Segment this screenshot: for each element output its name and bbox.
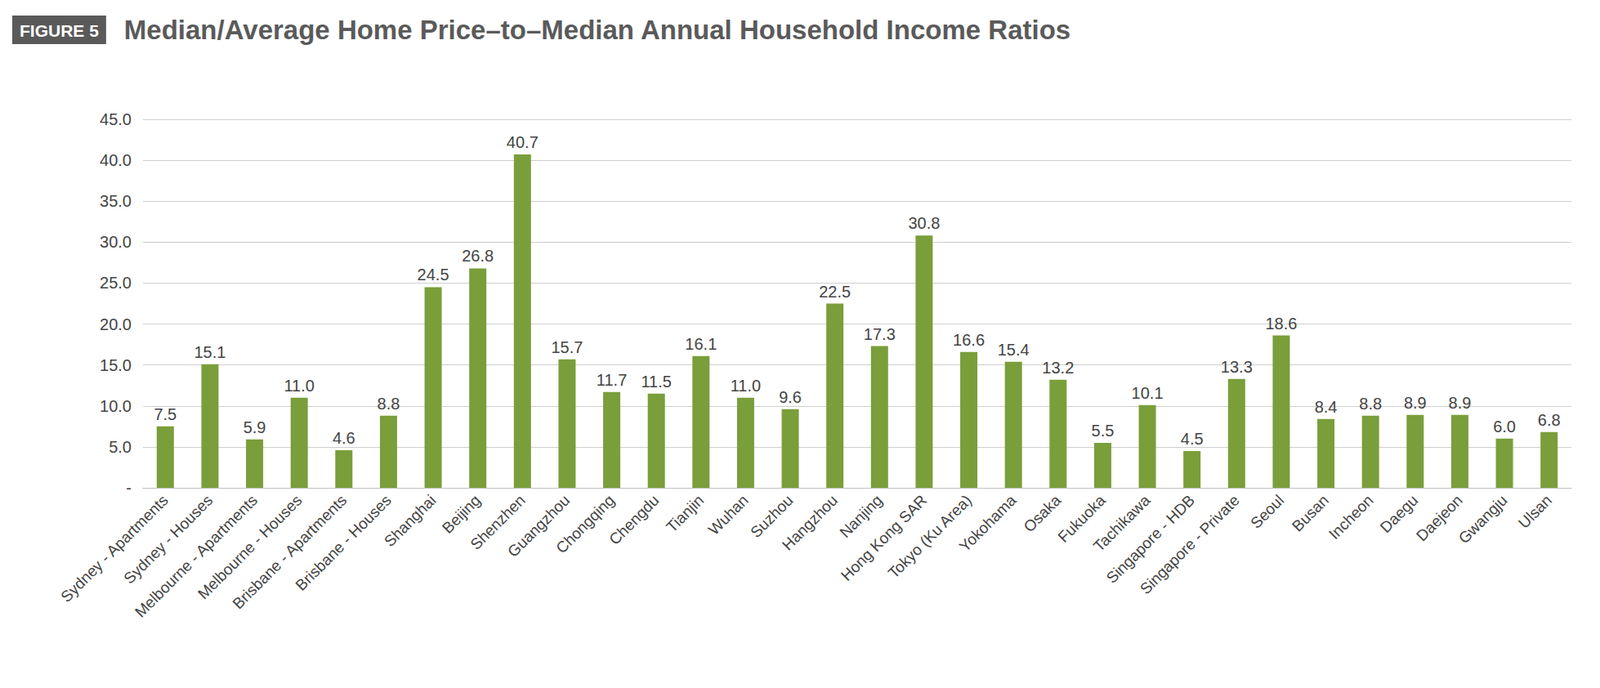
svg-text:Brisbane - Apartments: Brisbane - Apartments xyxy=(229,491,350,613)
svg-text:5.5: 5.5 xyxy=(1091,421,1115,440)
svg-text:10.1: 10.1 xyxy=(1131,384,1164,403)
svg-text:9.6: 9.6 xyxy=(778,388,802,407)
svg-text:Tianjin: Tianjin xyxy=(662,491,707,537)
svg-text:Shanghai: Shanghai xyxy=(380,491,440,551)
svg-text:8.4: 8.4 xyxy=(1314,397,1338,416)
svg-text:4.6: 4.6 xyxy=(332,429,356,447)
svg-text:Melbourne - Houses: Melbourne - Houses xyxy=(194,491,306,603)
svg-text:Guangzhou: Guangzhou xyxy=(504,491,574,561)
svg-text:Singapore - Private: Singapore - Private xyxy=(1136,491,1243,599)
svg-text:Yokohama: Yokohama xyxy=(956,491,1020,555)
svg-text:-: - xyxy=(125,478,132,497)
svg-text:30.0: 30.0 xyxy=(99,232,132,251)
svg-text:8.9: 8.9 xyxy=(1448,393,1472,412)
svg-text:Osaka: Osaka xyxy=(1020,491,1065,536)
svg-text:Melbourne - Apartments: Melbourne - Apartments xyxy=(131,491,261,621)
svg-text:Chengdu: Chengdu xyxy=(605,491,662,549)
svg-text:24.5: 24.5 xyxy=(417,265,450,284)
svg-text:Singapore - HDB: Singapore - HDB xyxy=(1103,491,1199,587)
svg-text:30.8: 30.8 xyxy=(907,214,940,233)
svg-text:17.3: 17.3 xyxy=(863,325,896,344)
svg-text:16.1: 16.1 xyxy=(684,335,717,354)
svg-text:20.0: 20.0 xyxy=(99,315,132,334)
svg-text:Gwangju: Gwangju xyxy=(1455,491,1511,548)
svg-text:18.6: 18.6 xyxy=(1264,314,1297,333)
svg-text:7.5: 7.5 xyxy=(153,405,177,424)
svg-text:10.0: 10.0 xyxy=(99,397,132,416)
svg-text:Daegu: Daegu xyxy=(1376,491,1422,537)
svg-text:15.1: 15.1 xyxy=(193,343,226,362)
svg-text:Tokyo (Ku Area): Tokyo (Ku Area) xyxy=(884,491,975,582)
svg-text:40.7: 40.7 xyxy=(506,133,539,152)
svg-text:Daejeon: Daejeon xyxy=(1412,491,1466,545)
svg-text:13.3: 13.3 xyxy=(1220,357,1253,376)
svg-text:Tachikawa: Tachikawa xyxy=(1090,491,1154,555)
svg-text:Hangzhou: Hangzhou xyxy=(778,491,841,555)
svg-text:FIGURE 5: FIGURE 5 xyxy=(19,21,99,41)
svg-text:Beijing: Beijing xyxy=(438,491,484,537)
svg-text:13.2: 13.2 xyxy=(1041,358,1074,377)
svg-text:11.0: 11.0 xyxy=(730,376,761,395)
svg-text:22.5: 22.5 xyxy=(818,282,851,301)
svg-text:6.0: 6.0 xyxy=(1492,417,1516,436)
svg-text:Seoul: Seoul xyxy=(1246,491,1288,532)
svg-text:Hong Kong SAR: Hong Kong SAR xyxy=(837,491,931,585)
svg-text:11.0: 11.0 xyxy=(283,376,314,395)
svg-text:Brisbane - Houses: Brisbane - Houses xyxy=(292,491,395,595)
svg-text:Wuhan: Wuhan xyxy=(705,491,752,539)
svg-text:35.0: 35.0 xyxy=(99,192,132,211)
svg-text:8.8: 8.8 xyxy=(1358,394,1382,413)
svg-text:Sydney - Houses: Sydney - Houses xyxy=(120,491,217,588)
svg-text:4.5: 4.5 xyxy=(1180,429,1204,448)
svg-text:Suzhou: Suzhou xyxy=(746,491,797,541)
svg-text:Busan: Busan xyxy=(1288,491,1332,536)
svg-text:5.0: 5.0 xyxy=(108,437,132,456)
svg-text:15.7: 15.7 xyxy=(550,338,583,357)
svg-text:15.4: 15.4 xyxy=(997,340,1030,359)
svg-text:25.0: 25.0 xyxy=(99,273,132,292)
svg-text:Chongqing: Chongqing xyxy=(552,491,618,558)
svg-text:5.9: 5.9 xyxy=(243,418,267,437)
svg-text:Shenzhen: Shenzhen xyxy=(466,491,529,554)
svg-text:15.0: 15.0 xyxy=(99,356,132,375)
svg-text:Fukuoka: Fukuoka xyxy=(1054,491,1109,546)
svg-text:Median/Average Home Price–to–M: Median/Average Home Price–to–Median Annu… xyxy=(124,14,1071,45)
svg-text:45.0: 45.0 xyxy=(99,110,132,129)
svg-text:Incheon: Incheon xyxy=(1325,491,1377,544)
svg-text:11.5: 11.5 xyxy=(640,372,671,391)
svg-text:26.8: 26.8 xyxy=(461,246,494,265)
svg-text:Sydney - Apartments: Sydney - Apartments xyxy=(57,491,172,606)
svg-text:11.7: 11.7 xyxy=(596,370,627,389)
svg-text:6.8: 6.8 xyxy=(1537,411,1561,430)
svg-text:16.6: 16.6 xyxy=(952,330,985,349)
svg-text:Nanjing: Nanjing xyxy=(836,491,886,541)
svg-text:8.8: 8.8 xyxy=(377,394,401,413)
svg-text:40.0: 40.0 xyxy=(99,151,132,170)
svg-text:Ulsan: Ulsan xyxy=(1515,491,1556,532)
svg-text:8.9: 8.9 xyxy=(1403,393,1427,412)
